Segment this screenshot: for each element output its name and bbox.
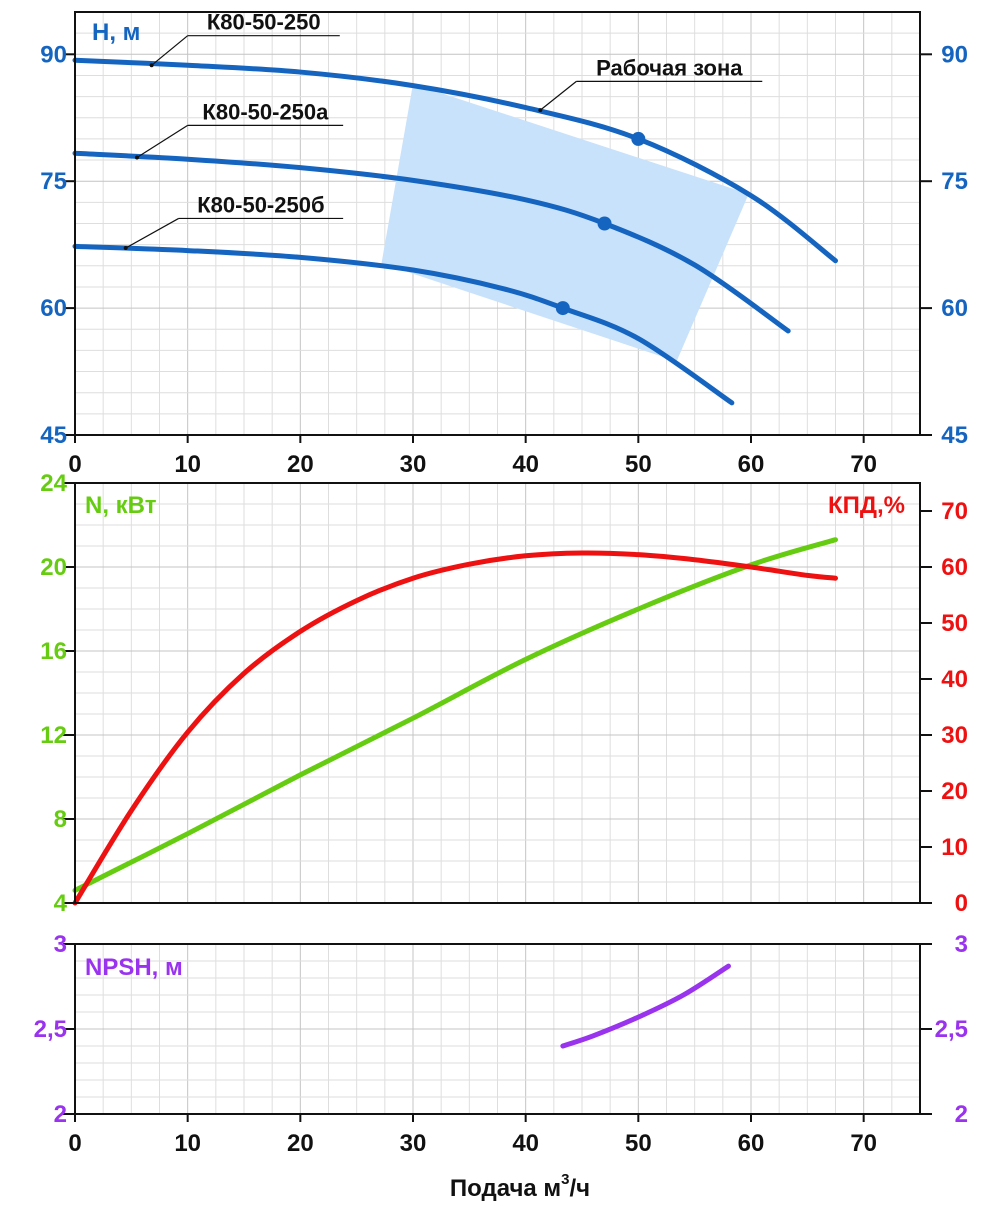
right-y-tick-label: 2 [955, 1101, 968, 1128]
x-tick-label: 30 [400, 451, 427, 478]
x-tick-label: 40 [512, 451, 539, 478]
left-y-tick-label: 16 [40, 638, 67, 665]
npsh-panel-title: NPSH, м [85, 954, 183, 981]
rated-point-marker-2 [597, 216, 612, 231]
rated-point-marker-3 [555, 301, 570, 316]
right-y-tick-label: 60 [941, 554, 968, 581]
x-tick-label: 70 [850, 1130, 877, 1157]
x-tick-label: 10 [174, 451, 201, 478]
x-tick-label: 10 [174, 1130, 201, 1157]
x-tick-label: 70 [850, 451, 877, 478]
x-tick-label: 30 [400, 1130, 427, 1157]
npsh-curve [560, 963, 731, 1049]
panel-frame-0 [74, 11, 921, 436]
efficiency-axis-title: КПД,% [828, 492, 905, 519]
right-y-tick-label: 0 [955, 890, 968, 917]
right-y-tick-label: 40 [941, 666, 968, 693]
left-y-tick-label: 20 [40, 554, 67, 581]
annotation-leader-1 [151, 35, 189, 66]
right-y-tick-label: 90 [941, 41, 968, 68]
annotation-leader-4 [539, 80, 577, 111]
left-y-tick-label: 12 [40, 722, 67, 749]
x-tick-label: 0 [68, 1130, 81, 1157]
annotation-dot-3 [123, 246, 128, 251]
power-curve [72, 537, 838, 893]
left-y-tick-label: 90 [40, 41, 67, 68]
x-tick-label: 60 [738, 451, 765, 478]
annotation-label: К80-50-250а [202, 99, 329, 124]
left-y-tick-label: 75 [40, 168, 67, 195]
series-layer [72, 57, 838, 1049]
x-tick-label: 0 [68, 451, 81, 478]
left-y-tick-label: 45 [40, 422, 67, 449]
left-y-tick-label: 2 [54, 1101, 67, 1128]
x-tick-label: 60 [738, 1130, 765, 1157]
left-y-tick-label: 4 [54, 890, 68, 917]
x-tick-label: 20 [287, 451, 314, 478]
rated-point-marker-1 [631, 131, 646, 146]
right-y-tick-label: 75 [941, 168, 968, 195]
x-tick-label: 50 [625, 1130, 652, 1157]
annotation-leader-2 [136, 124, 188, 159]
right-y-tick-label: 60 [941, 295, 968, 322]
right-y-tick-label: 30 [941, 722, 968, 749]
annotation-leader-3 [125, 217, 179, 249]
x-tick-label: 20 [287, 1130, 314, 1157]
right-y-tick-label: 2,5 [935, 1016, 968, 1043]
annotation-label: К80-50-250б [197, 192, 324, 217]
frame-layer [63, 11, 932, 1122]
right-y-tick-label: 20 [941, 778, 968, 805]
right-y-tick-label: 3 [955, 931, 968, 958]
annotation-label: К80-50-250 [207, 10, 321, 35]
left-y-tick-label: 60 [40, 295, 67, 322]
head-curve-3 [72, 243, 735, 406]
working-zone-area [381, 83, 749, 362]
annotation-dot-4 [538, 108, 543, 113]
annotation-dot-2 [134, 155, 139, 160]
x-axis-title-unit: /ч [570, 1175, 591, 1202]
right-y-tick-label: 45 [941, 422, 968, 449]
left-y-tick-label: 2,5 [34, 1016, 67, 1043]
annotation-label: Рабочая зона [596, 55, 743, 80]
right-y-tick-label: 70 [941, 498, 968, 525]
left-y-tick-label: 24 [40, 470, 67, 497]
panel-frame-1 [74, 482, 921, 904]
text-layer: К80-50-250 К80-50-250а К80-50-250б Рабочая … [34, 10, 968, 1202]
right-y-tick-label: 10 [941, 834, 968, 861]
x-axis-title-base: Подача м [450, 1175, 561, 1202]
left-y-tick-label: 8 [54, 806, 67, 833]
head-curve-1 [72, 57, 838, 264]
annotation-dot-1 [149, 63, 154, 68]
zone-layer [381, 83, 749, 362]
x-axis-title-superscript: 3 [561, 1171, 569, 1188]
x-tick-label: 50 [625, 451, 652, 478]
head-curve-2 [72, 150, 791, 334]
x-axis-title: Подача м3/ч [450, 1171, 590, 1202]
right-y-tick-label: 50 [941, 610, 968, 637]
head-panel-title: H, м [92, 19, 140, 46]
x-tick-label: 40 [512, 1130, 539, 1157]
efficiency-curve [72, 550, 838, 906]
power-axis-title: N, кВт [85, 492, 157, 519]
left-y-tick-label: 3 [54, 931, 67, 958]
